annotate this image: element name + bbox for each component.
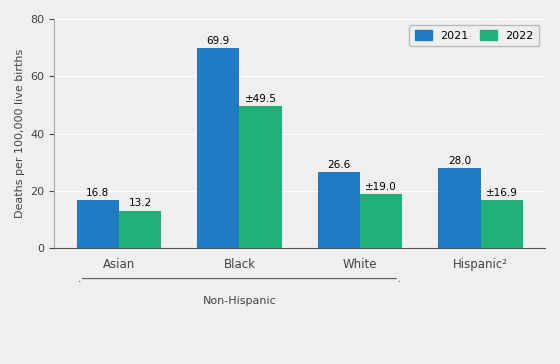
Text: 26.6: 26.6 xyxy=(327,160,351,170)
Bar xyxy=(360,194,402,249)
Bar xyxy=(119,211,161,249)
Text: 13.2: 13.2 xyxy=(128,198,152,208)
Text: ±19.0: ±19.0 xyxy=(365,182,397,192)
Text: Non-Hispanic: Non-Hispanic xyxy=(203,296,276,306)
Text: 69.9: 69.9 xyxy=(207,36,230,46)
Bar xyxy=(480,200,522,249)
Y-axis label: Deaths per 100,000 live births: Deaths per 100,000 live births xyxy=(15,49,25,218)
Text: 28.0: 28.0 xyxy=(448,156,471,166)
Legend: 2021, 2022: 2021, 2022 xyxy=(409,24,539,47)
Bar xyxy=(77,200,119,249)
Bar xyxy=(240,107,282,249)
Text: ±49.5: ±49.5 xyxy=(245,94,277,104)
Text: ±16.9: ±16.9 xyxy=(486,188,517,198)
Text: 16.8: 16.8 xyxy=(86,188,109,198)
Bar xyxy=(197,48,240,249)
Bar xyxy=(438,168,480,249)
Bar xyxy=(318,172,360,249)
